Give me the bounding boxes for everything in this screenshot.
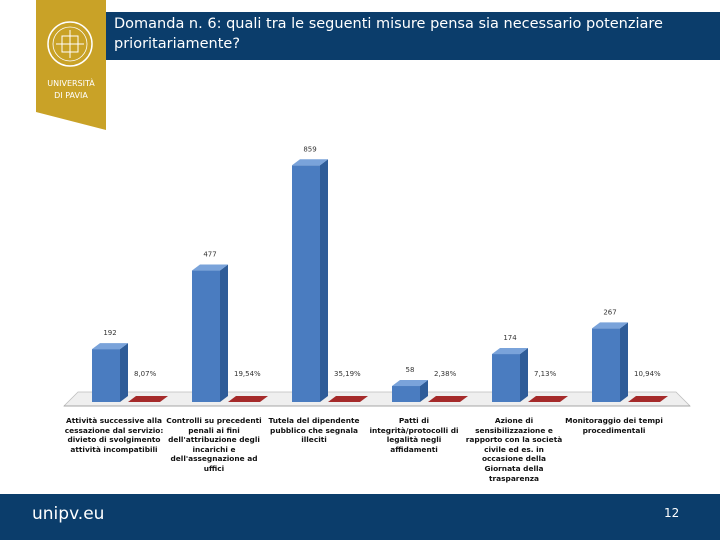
category-label-2: Tutela del dipendente pubblico che segna… <box>268 416 360 445</box>
title-bar <box>104 12 720 60</box>
bar-pct-1 <box>228 396 268 402</box>
category-label-4: Azione di sensibilizzazione e rapporto c… <box>465 416 563 483</box>
bar-count-4 <box>492 354 520 402</box>
category-label-1: Controlli su precedenti penali ai fini d… <box>166 416 262 473</box>
bar-count-side-2 <box>320 159 328 402</box>
footer-bar <box>0 494 720 540</box>
bar-count-side-0 <box>120 343 128 402</box>
bar-count-top-4 <box>492 348 528 355</box>
pct-label-2: 35,19% <box>334 370 361 378</box>
logo-line2: DI PAVIA <box>54 91 88 100</box>
count-label-5: 267 <box>603 308 616 316</box>
count-label-2: 859 <box>303 145 316 153</box>
pct-label-4: 7,13% <box>534 370 557 378</box>
pct-label-3: 2,38% <box>434 370 457 378</box>
bar-count-side-1 <box>220 264 228 402</box>
bar-count-5 <box>592 328 620 402</box>
bar-count-top-3 <box>392 380 428 387</box>
count-label-0: 192 <box>103 329 116 337</box>
bar-count-3 <box>392 386 420 402</box>
bar-pct-5 <box>628 396 668 402</box>
bar-count-side-5 <box>620 322 628 402</box>
count-label-3: 58 <box>406 366 415 374</box>
category-label-5: Monitoraggio dei tempi procedimentali <box>565 416 663 435</box>
count-label-1: 477 <box>203 251 216 259</box>
category-label-0: Attività successive alla cessazione dal … <box>64 416 164 454</box>
page-title: Domanda n. 6: quali tra le seguenti misu… <box>114 16 663 52</box>
bar-count-side-4 <box>520 348 528 402</box>
university-logo: UNIVERSITÀ DI PAVIA <box>36 0 106 130</box>
bar-count-1 <box>192 270 220 402</box>
bar-count-top-0 <box>92 343 128 350</box>
bar-count-2 <box>292 165 320 402</box>
count-label-4: 174 <box>503 334 517 342</box>
bar-count-side-3 <box>420 380 428 402</box>
logo-line1: UNIVERSITÀ <box>47 77 95 88</box>
bar-pct-2 <box>328 396 368 402</box>
pct-label-0: 8,07% <box>134 370 157 378</box>
bar-pct-4 <box>528 396 568 402</box>
bar-count-top-1 <box>192 264 228 271</box>
pct-label-1: 19,54% <box>234 370 261 378</box>
site-link[interactable]: unipv.eu <box>32 504 105 524</box>
pct-label-5: 10,94% <box>634 370 661 378</box>
bar-chart: 192 8,07% 477 19,54% 859 35,19% 58 2,38% 174 7,13… <box>63 145 691 407</box>
category-label-3: Patti di integrità/protocolli di legalit… <box>369 416 459 454</box>
bar-count-top-2 <box>292 159 328 166</box>
bar-count-top-5 <box>592 322 628 329</box>
bar-pct-0 <box>128 396 168 402</box>
bar-pct-3 <box>428 396 468 402</box>
bar-count-0 <box>92 349 120 402</box>
page-number: 12 <box>664 506 680 520</box>
